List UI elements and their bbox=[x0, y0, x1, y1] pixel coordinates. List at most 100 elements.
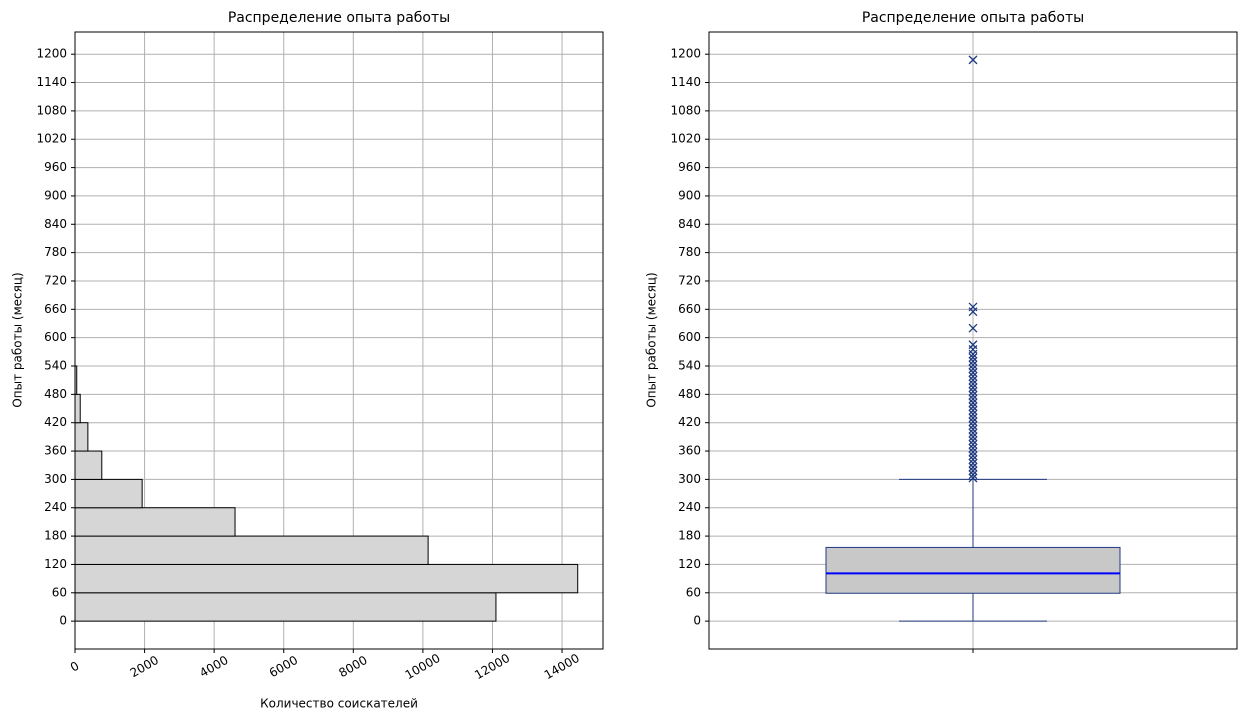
x-tick-label: 0 bbox=[68, 659, 82, 675]
flier bbox=[968, 402, 978, 412]
flier bbox=[968, 455, 978, 465]
x-tick-label: 14000 bbox=[542, 651, 582, 682]
y-tick-label: 420 bbox=[678, 415, 701, 429]
y-tick-label: 360 bbox=[678, 444, 701, 458]
y-tick-label: 480 bbox=[678, 387, 701, 401]
flier bbox=[968, 466, 978, 476]
y-tick-label: 1020 bbox=[670, 132, 701, 146]
flier bbox=[968, 383, 978, 393]
bar bbox=[74, 535, 429, 565]
flier bbox=[968, 409, 978, 419]
flier bbox=[968, 470, 978, 480]
flier bbox=[968, 364, 978, 374]
y-axis-label: Опыт работы (месяц) bbox=[645, 272, 659, 407]
x-tick-label: 8000 bbox=[336, 653, 369, 680]
flier bbox=[968, 390, 978, 400]
flier bbox=[968, 417, 978, 427]
y-tick-label: 1140 bbox=[36, 75, 67, 89]
y-tick-label: 60 bbox=[686, 585, 701, 599]
flier bbox=[968, 462, 978, 472]
y-tick-label: 900 bbox=[44, 188, 67, 202]
bar bbox=[74, 563, 579, 594]
flier bbox=[968, 451, 978, 461]
flier bbox=[968, 405, 978, 415]
flier bbox=[968, 356, 978, 366]
flier bbox=[968, 323, 978, 333]
y-tick-label: 360 bbox=[44, 444, 67, 458]
y-tick-label: 960 bbox=[678, 160, 701, 174]
box bbox=[825, 546, 1121, 594]
bar bbox=[74, 592, 497, 622]
x-tick-label: 2000 bbox=[128, 653, 161, 680]
y-tick-label: 840 bbox=[44, 217, 67, 231]
flier bbox=[968, 360, 978, 370]
flier bbox=[968, 436, 978, 446]
flier bbox=[968, 368, 978, 378]
flier bbox=[968, 413, 978, 423]
flier bbox=[968, 55, 978, 65]
flier bbox=[968, 353, 978, 362]
y-tick-label: 480 bbox=[44, 387, 67, 401]
flier bbox=[968, 447, 978, 457]
y-tick-label: 660 bbox=[44, 302, 67, 316]
y-tick-label: 180 bbox=[44, 529, 67, 543]
bar bbox=[74, 422, 89, 452]
flier bbox=[968, 428, 978, 438]
flier bbox=[968, 432, 978, 442]
flier bbox=[968, 371, 978, 381]
plot-frame bbox=[708, 31, 1238, 650]
x-axis-label: Количество соискателей bbox=[260, 697, 418, 711]
flier bbox=[968, 473, 978, 483]
y-tick-label: 1080 bbox=[36, 103, 67, 117]
plot-frame bbox=[74, 31, 604, 650]
bar bbox=[74, 478, 143, 509]
bar bbox=[74, 393, 81, 424]
y-tick-label: 420 bbox=[44, 415, 67, 429]
y-tick-label: 240 bbox=[44, 500, 67, 514]
y-tick-label: 240 bbox=[678, 500, 701, 514]
y-tick-label: 0 bbox=[59, 614, 67, 628]
y-tick-label: 60 bbox=[52, 585, 67, 599]
flier bbox=[968, 375, 978, 385]
y-tick-label: 300 bbox=[678, 472, 701, 486]
y-tick-label: 600 bbox=[678, 330, 701, 344]
y-tick-label: 840 bbox=[678, 217, 701, 231]
flier bbox=[968, 379, 978, 389]
x-tick-label: 12000 bbox=[472, 651, 512, 682]
y-tick-label: 0 bbox=[693, 614, 701, 628]
y-axis-label: Опыт работы (месяц) bbox=[11, 272, 25, 407]
flier bbox=[968, 439, 978, 449]
y-tick-label: 900 bbox=[678, 188, 701, 202]
x-tick-label: 4000 bbox=[197, 653, 230, 680]
y-tick-label: 300 bbox=[44, 472, 67, 486]
y-tick-label: 1080 bbox=[670, 103, 701, 117]
y-tick-label: 720 bbox=[678, 273, 701, 287]
y-tick-label: 120 bbox=[44, 557, 67, 571]
y-tick-label: 660 bbox=[678, 302, 701, 316]
flier bbox=[968, 398, 978, 408]
y-tick-label: 780 bbox=[44, 245, 67, 259]
y-tick-label: 540 bbox=[44, 359, 67, 373]
flier bbox=[968, 387, 978, 396]
flier bbox=[968, 443, 978, 453]
flier bbox=[968, 302, 978, 312]
y-tick-label: 1140 bbox=[670, 75, 701, 89]
chart-title: Распределение опыта работы bbox=[862, 10, 1084, 26]
x-tick-label: 6000 bbox=[267, 653, 300, 680]
bar bbox=[74, 507, 236, 537]
y-tick-label: 540 bbox=[678, 359, 701, 373]
y-tick-label: 600 bbox=[44, 330, 67, 344]
y-tick-label: 120 bbox=[678, 557, 701, 571]
y-tick-label: 1200 bbox=[670, 47, 701, 61]
y-tick-label: 780 bbox=[678, 245, 701, 259]
bar bbox=[74, 450, 103, 480]
y-tick-label: 1200 bbox=[36, 47, 67, 61]
x-tick-label: 10000 bbox=[403, 651, 443, 682]
flier bbox=[968, 421, 978, 430]
flier bbox=[968, 394, 978, 404]
y-tick-label: 1020 bbox=[36, 132, 67, 146]
y-tick-label: 960 bbox=[44, 160, 67, 174]
flier bbox=[968, 424, 978, 434]
flier bbox=[968, 340, 978, 350]
